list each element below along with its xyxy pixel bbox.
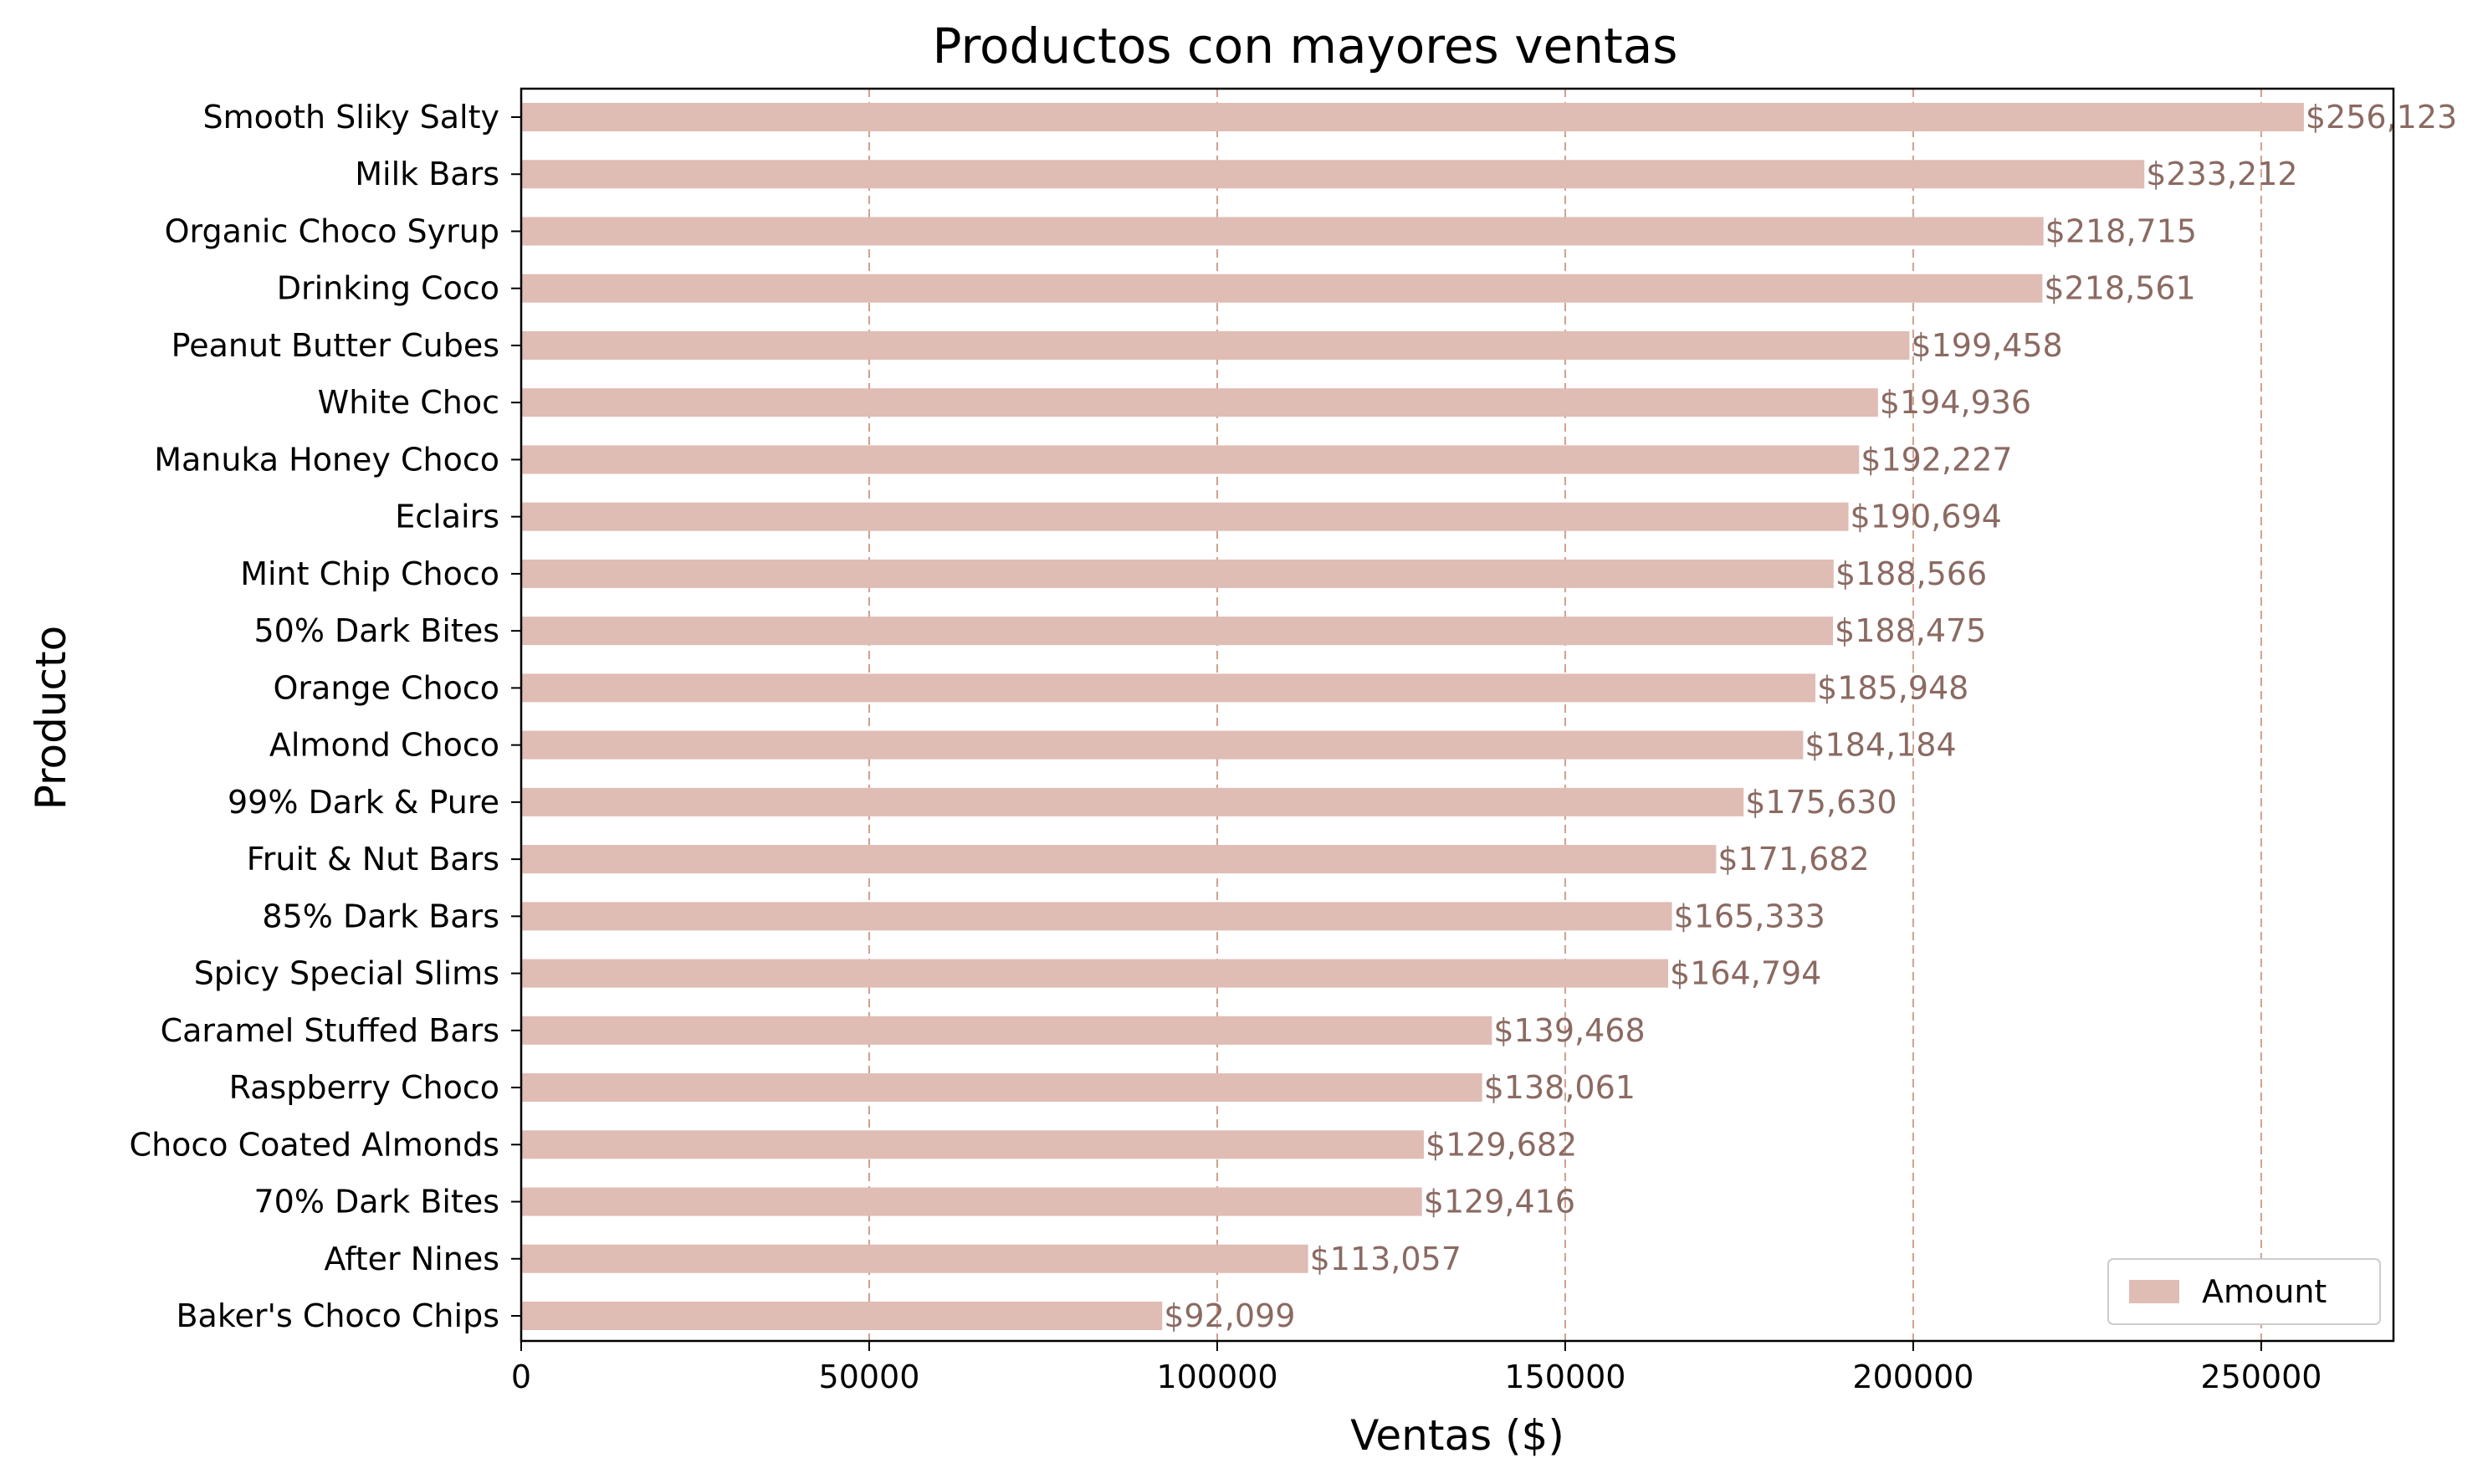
y-tick-label: Orange Choco [274,669,500,706]
data-label: $138,061 [1484,1069,1636,1106]
data-label: $164,794 [1670,955,1821,992]
y-tick-label: Choco Coated Almonds [130,1126,499,1163]
bar [521,959,1669,988]
data-label: $218,715 [2045,212,2197,249]
y-tick-label: 70% Dark Bites [254,1184,500,1220]
bar [521,502,1849,531]
y-tick-label: Raspberry Choco [229,1069,499,1106]
y-tick-label: Fruit & Nut Bars [247,841,499,878]
y-tick-label: Milk Bars [355,156,499,192]
x-tick-label: 200000 [1852,1359,1974,1395]
bars [521,103,2304,1330]
y-tick-label: Caramel Stuffed Bars [161,1012,499,1049]
x-tick-label: 100000 [1156,1359,1277,1395]
data-label: $113,057 [1310,1241,1462,1277]
bar [521,160,2145,189]
bar [521,1130,1424,1159]
y-tick-label: 85% Dark Bars [262,898,499,934]
data-label: $188,566 [1835,555,1987,592]
y-tick-label: Organic Choco Syrup [165,212,499,249]
bar [521,445,1860,474]
data-label: $199,458 [1911,327,2062,364]
data-label: $165,333 [1674,898,1825,934]
x-tick-label: 0 [511,1359,531,1395]
y-tick-label: Baker's Choco Chips [176,1297,499,1334]
bar [521,274,2043,303]
data-label: $218,561 [2044,270,2195,307]
x-tick-label: 150000 [1504,1359,1625,1395]
y-tick-label: 50% Dark Bites [254,612,500,649]
y-tick-label: Almond Choco [269,727,499,764]
data-label: $139,468 [1493,1012,1645,1049]
y-tick-label: After Nines [324,1241,499,1277]
data-label: $194,936 [1880,384,2031,421]
bar [521,103,2304,131]
bar [521,730,1804,760]
legend-entry-amount: Amount [2202,1273,2327,1310]
bar [521,673,1816,703]
data-label: $185,948 [1817,669,1968,706]
bar [521,902,1672,931]
bar [521,330,1910,360]
legend-swatch [2129,1280,2179,1303]
x-tick-label: 250000 [2200,1359,2322,1395]
data-label: $129,682 [1426,1126,1577,1163]
data-label: $256,123 [2306,99,2457,136]
y-tick-label: White Choc [318,384,499,421]
y-tick-label: Spicy Special Slims [194,955,499,992]
y-axis-ticks: Smooth Sliky Salty Milk Bars Organic Choco… [130,99,521,1334]
legend: Amount [2107,1258,2381,1325]
y-tick-label: Drinking Coco [277,270,499,307]
bar [521,1244,1308,1273]
data-label: $171,682 [1718,841,1869,878]
data-label: $92,099 [1164,1297,1295,1334]
data-label: $188,475 [1835,612,1986,649]
data-label: $192,227 [1861,441,2012,478]
bar [521,1073,1482,1103]
y-tick-label: Smooth Sliky Salty [202,99,499,136]
bar [521,217,2044,246]
bar [521,1302,1163,1330]
bar [521,787,1744,816]
data-label: $175,630 [1745,784,1897,821]
data-label: $190,694 [1851,499,2002,535]
chart-title: Productos con mayores ventas [933,18,1678,74]
data-label: $184,184 [1805,727,1956,764]
y-tick-label: Eclairs [395,499,499,535]
bar [521,388,1878,417]
data-labels: $256,123$233,212 $218,715 $218,561 $199,458… [1164,99,2457,1334]
bar [521,845,1717,874]
y-axis-label: Producto [27,626,75,810]
bar [521,1016,1492,1045]
bar [521,559,1834,588]
bar [521,617,1834,646]
bar [521,1187,1422,1216]
y-tick-label: 99% Dark & Pure [228,784,499,821]
data-label: $129,416 [1424,1184,1575,1220]
x-tick-label: 50000 [819,1359,920,1395]
legend-box [2107,1258,2381,1325]
data-label: $233,212 [2146,156,2297,192]
x-axis-ticks: 0 50000 100000 150000 200000 250000 [511,1341,2322,1395]
y-tick-label: Manuka Honey Choco [154,441,499,478]
y-tick-label: Peanut Butter Cubes [171,327,499,364]
y-tick-label: Mint Chip Choco [240,555,499,592]
x-axis-label: Ventas ($) [1350,1411,1564,1460]
plot-frame [520,87,2395,1343]
